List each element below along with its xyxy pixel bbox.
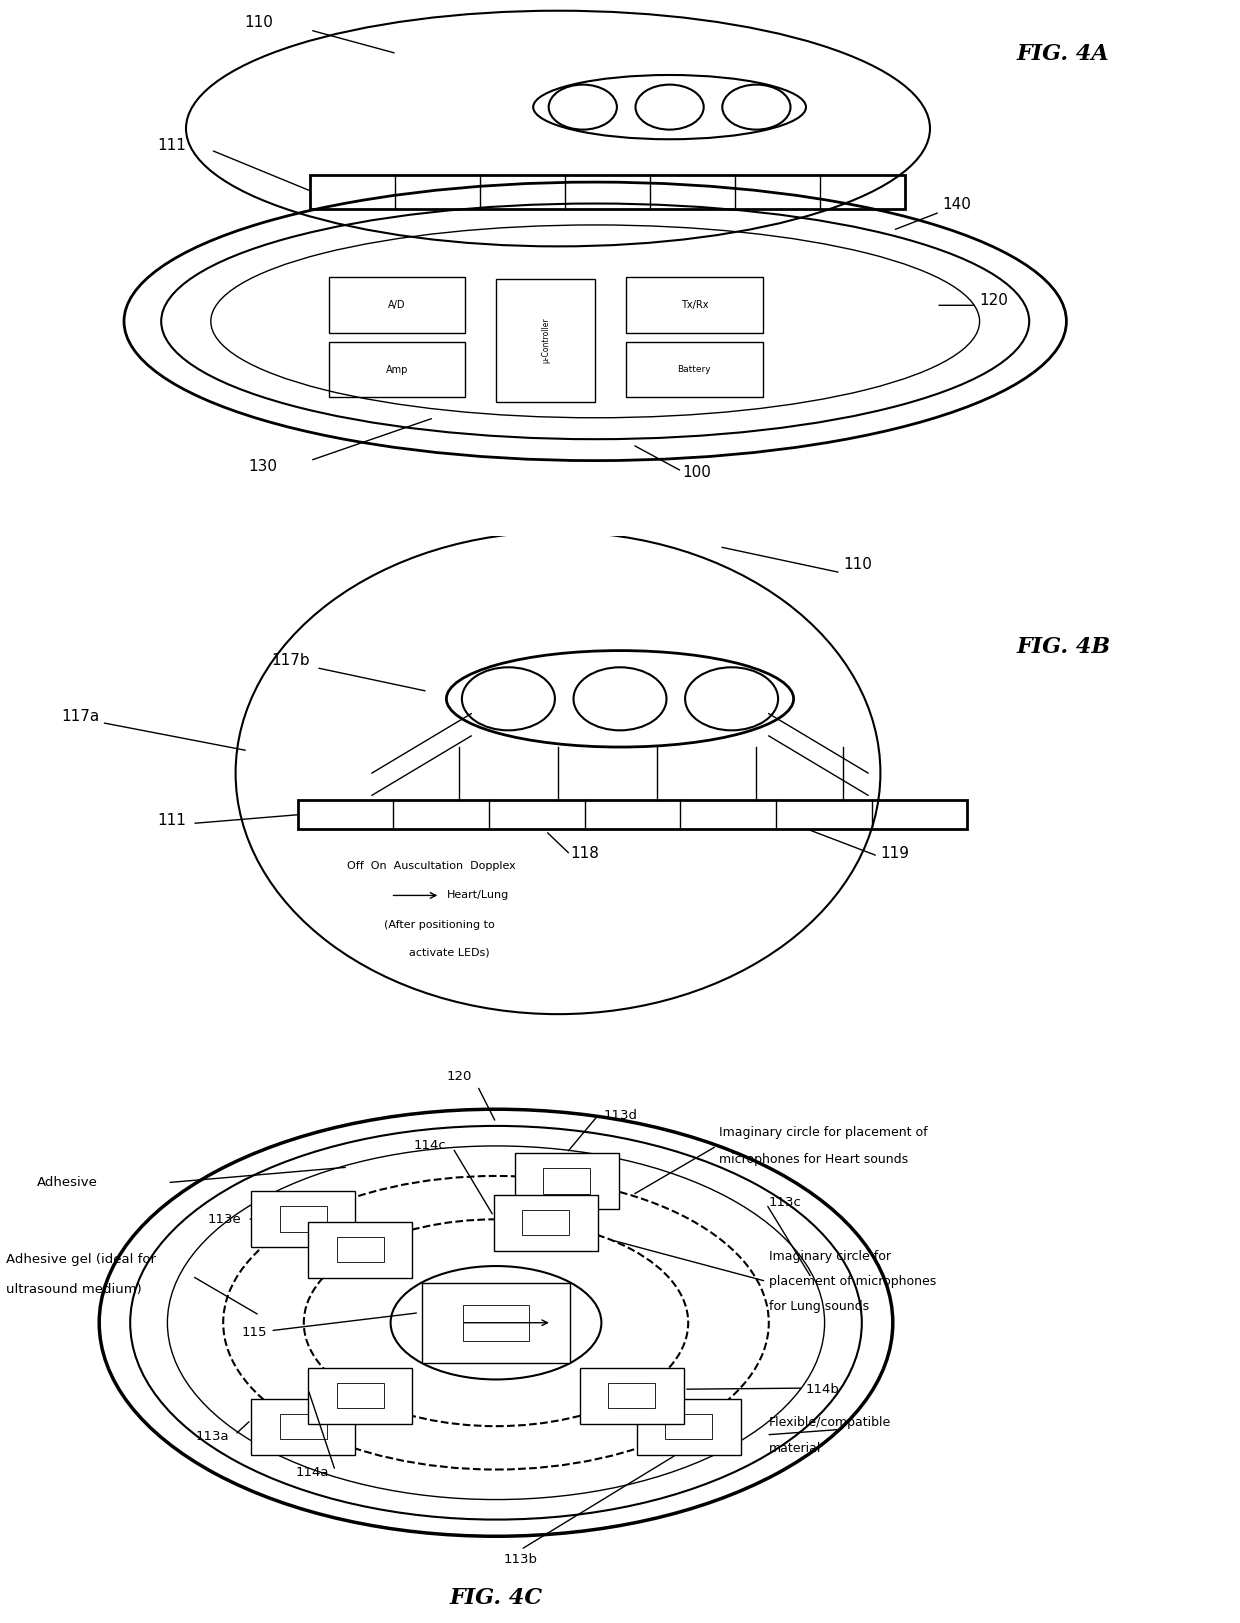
Text: 114a: 114a [295,1466,329,1480]
Text: 120: 120 [980,294,1008,308]
Text: Imaginary circle for: Imaginary circle for [769,1250,890,1263]
Text: 120: 120 [446,1070,471,1083]
Text: 113c: 113c [769,1196,802,1209]
Bar [422,1282,570,1363]
Text: µ-Controller: µ-Controller [541,318,551,364]
Text: Imaginary circle for placement of: Imaginary circle for placement of [719,1126,928,1139]
Bar [666,1414,712,1440]
Bar [463,1305,529,1341]
Text: 113d: 113d [604,1110,637,1123]
Text: FIG. 4A: FIG. 4A [1017,42,1110,65]
Bar [637,1399,742,1454]
Text: 114b: 114b [806,1383,839,1396]
Text: 118: 118 [570,846,599,862]
Bar [310,175,905,209]
Text: 119: 119 [880,846,909,862]
Bar [522,1211,569,1235]
Bar [250,1191,355,1246]
Bar [515,1152,619,1209]
Bar [329,278,465,333]
Bar [308,1368,412,1423]
Text: A/D: A/D [388,300,405,310]
Bar [494,1195,598,1251]
Text: (After positioning to: (After positioning to [384,920,495,930]
Text: 113e: 113e [207,1212,241,1225]
Text: Off  On  Auscultation  Dopplex: Off On Auscultation Dopplex [347,860,516,872]
Bar [336,1237,383,1263]
Text: 114c: 114c [414,1139,446,1152]
Text: 113b: 113b [503,1553,538,1566]
Bar [298,800,967,829]
Bar [336,1383,383,1409]
Text: ultrasound medium): ultrasound medium) [6,1282,141,1295]
Text: for Lung sounds: for Lung sounds [769,1300,869,1313]
Text: Battery: Battery [677,365,712,373]
Bar [626,278,763,333]
Text: 111: 111 [157,138,186,153]
Bar [626,342,763,398]
Bar [250,1399,355,1454]
Bar [329,342,465,398]
Text: 117a: 117a [61,709,99,724]
Text: activate LEDs): activate LEDs) [409,948,490,958]
Bar [609,1383,656,1409]
Text: FIG. 4B: FIG. 4B [1017,636,1111,657]
Bar [280,1206,326,1232]
Text: Flexible/compatible: Flexible/compatible [769,1417,892,1430]
Text: 130: 130 [248,459,277,474]
Text: 110: 110 [843,557,872,571]
Bar [496,279,595,401]
Text: Adhesive gel (ideal for: Adhesive gel (ideal for [6,1253,156,1266]
Text: 110: 110 [244,15,273,29]
Text: Adhesive: Adhesive [37,1177,98,1190]
Text: 117b: 117b [272,654,310,669]
Bar [543,1169,590,1193]
Text: Heart/Lung: Heart/Lung [446,891,508,901]
Bar [280,1414,326,1440]
Text: 111: 111 [157,813,186,828]
Text: microphones for Heart sounds: microphones for Heart sounds [719,1152,909,1165]
Text: 115: 115 [241,1326,267,1339]
Bar [308,1222,412,1277]
Text: placement of microphones: placement of microphones [769,1276,936,1289]
Text: material: material [769,1441,821,1454]
Text: FIG. 4C: FIG. 4C [449,1587,543,1608]
Text: 113a: 113a [195,1430,228,1443]
Text: Tx/Rx: Tx/Rx [681,300,708,310]
Text: 100: 100 [682,464,711,480]
Bar [580,1368,684,1423]
Text: Amp: Amp [386,365,408,375]
Text: 140: 140 [942,196,971,213]
